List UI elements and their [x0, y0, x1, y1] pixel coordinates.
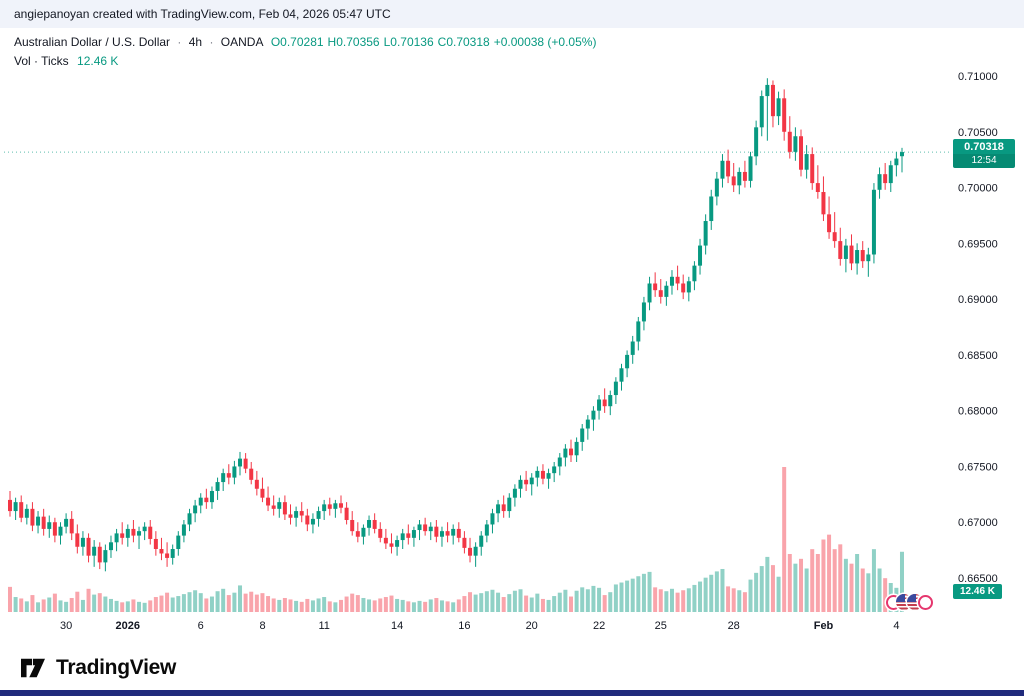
- time-scale[interactable]: [0, 618, 1024, 646]
- attribution-text: angiepanoyan created with TradingView.co…: [14, 7, 391, 21]
- svg-text:0.70500: 0.70500: [958, 127, 998, 139]
- candles-layer: [8, 78, 904, 572]
- symbol-title[interactable]: Australian Dollar / U.S. Dollar: [14, 35, 171, 49]
- svg-text:2026: 2026: [116, 620, 140, 632]
- attribution-bar: angiepanoyan created with TradingView.co…: [0, 0, 1024, 28]
- svg-text:28: 28: [728, 620, 740, 632]
- volume-indicator-value: 12.46 K: [77, 54, 119, 68]
- svg-text:11: 11: [318, 620, 329, 632]
- chart-region: 0.71000 0.70500 0.70000 0.69500 0.69000 0.685…: [0, 28, 1024, 646]
- au-flag-icon: [918, 594, 933, 610]
- svg-text:Feb: Feb: [814, 620, 834, 632]
- svg-text:6: 6: [198, 620, 204, 632]
- svg-text:25: 25: [655, 620, 667, 632]
- svg-text:0.68500: 0.68500: [958, 350, 998, 362]
- svg-text:8: 8: [259, 620, 265, 632]
- tradingview-logo-icon: [21, 658, 45, 678]
- ohlc-high: H0.70356: [327, 35, 380, 49]
- price-badge[interactable]: 0.70318 12:54: [953, 139, 1015, 168]
- footer: TradingView: [0, 646, 1024, 690]
- svg-text:22: 22: [593, 620, 605, 632]
- svg-text:30: 30: [60, 620, 72, 632]
- svg-text:16: 16: [458, 620, 470, 632]
- volume-indicator-label[interactable]: Vol · Ticks: [14, 54, 69, 68]
- chart-legend: Australian Dollar / U.S. Dollar · 4h · O…: [14, 34, 604, 69]
- volume-badge: 12.46 K: [953, 584, 1003, 599]
- separator-dot: ·: [209, 35, 214, 49]
- svg-text:0.70000: 0.70000: [958, 183, 998, 195]
- bottom-accent-strip: [0, 690, 1024, 696]
- ohlc-low: L0.70136: [383, 35, 434, 49]
- svg-text:20: 20: [526, 620, 538, 632]
- svg-text:0.71000: 0.71000: [958, 71, 998, 83]
- price-scale-labels: 0.71000 0.70500 0.70000 0.69500 0.69000 0.685…: [958, 71, 998, 585]
- svg-text:4: 4: [893, 620, 899, 632]
- bar-countdown: 12:54: [953, 154, 1015, 168]
- price-scale[interactable]: [954, 28, 1024, 616]
- ohlc-close: C0.70318: [437, 35, 490, 49]
- svg-text:0.67500: 0.67500: [958, 461, 998, 473]
- svg-text:0.67000: 0.67000: [958, 517, 998, 529]
- ohlc-open: O0.70281: [270, 35, 324, 49]
- svg-text:0.69000: 0.69000: [958, 294, 998, 306]
- last-price-label: 0.70318: [953, 139, 1015, 154]
- change-label: +0.00038 (+0.05%): [493, 35, 597, 49]
- instrument-logos: [886, 594, 933, 610]
- separator-dot: ·: [177, 35, 182, 49]
- interval-label[interactable]: 4h: [188, 35, 203, 49]
- volume-layer: [8, 467, 904, 612]
- tradingview-wordmark: TradingView: [56, 656, 177, 679]
- svg-text:0.69500: 0.69500: [958, 238, 998, 250]
- svg-text:14: 14: [391, 620, 403, 632]
- tradingview-logo-link[interactable]: TradingView: [18, 656, 176, 680]
- svg-text:0.68000: 0.68000: [958, 406, 998, 418]
- time-scale-labels: 30 2026 6 8 11 14 16 20 22 25 28 Feb 4: [60, 620, 899, 632]
- svg-text:0.66500: 0.66500: [958, 573, 998, 585]
- exchange-label[interactable]: OANDA: [220, 35, 264, 49]
- candlestick-chart[interactable]: 0.71000 0.70500 0.70000 0.69500 0.69000 0.685…: [0, 28, 1024, 646]
